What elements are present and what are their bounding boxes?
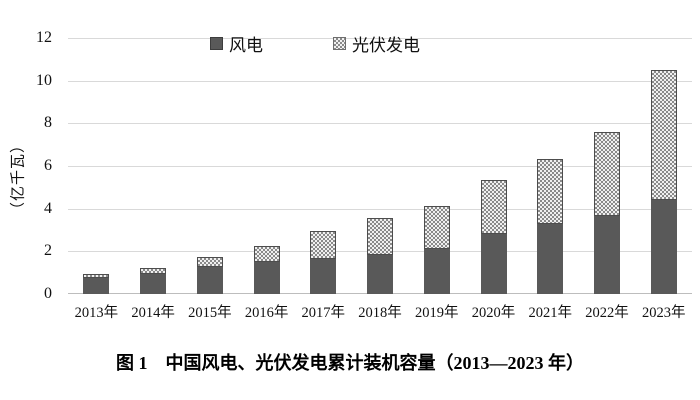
x-tick-label: 2019年 xyxy=(415,305,459,321)
wind-segment xyxy=(83,277,110,294)
wind-legend-swatch-icon xyxy=(210,37,223,50)
y-tick-label: 6 xyxy=(44,157,52,174)
legend-item-wind: 风电 xyxy=(210,31,263,56)
bar-2019年 xyxy=(423,205,450,294)
solar-segment xyxy=(310,231,337,259)
bar-slot xyxy=(522,38,579,294)
bar-2013年 xyxy=(83,273,110,294)
gridline xyxy=(68,208,692,210)
y-tick-label: 4 xyxy=(44,199,52,217)
solar-segment xyxy=(537,158,564,224)
bar-2020年 xyxy=(480,180,507,294)
x-tick-label: 2021年 xyxy=(528,305,572,321)
bar-2016年 xyxy=(253,245,280,294)
gridline xyxy=(68,166,692,167)
bar-slot xyxy=(352,38,409,294)
wind-segment xyxy=(253,262,280,294)
solar-segment xyxy=(480,180,507,235)
solar-segment xyxy=(650,70,677,200)
x-tick-label: 2014年 xyxy=(131,305,175,321)
x-tick-label: 2015年 xyxy=(188,305,232,321)
bar-2023年 xyxy=(650,70,677,294)
x-axis-labels: 2013年 2014年 2015年 2016年 2017年 2018年 2019年 2020年… xyxy=(68,301,692,322)
bar-slot xyxy=(181,38,238,294)
y-tick-label: 12 xyxy=(36,29,52,46)
bar-slot xyxy=(125,38,182,294)
solar-segment xyxy=(196,257,223,267)
y-tick-label: 2 xyxy=(44,242,52,260)
wind-segment xyxy=(196,266,223,294)
solar-segment xyxy=(83,273,110,278)
solar-segment xyxy=(367,217,394,255)
wind-segment xyxy=(537,224,564,294)
bars xyxy=(68,38,692,294)
bar-slot xyxy=(465,38,522,294)
plot-area xyxy=(68,38,692,294)
gridline xyxy=(68,80,692,82)
solar-segment xyxy=(253,245,280,263)
solar-segment xyxy=(423,205,450,250)
x-tick-label: 2022年 xyxy=(585,305,629,321)
bar-slot xyxy=(238,38,295,294)
x-tick-label: 2017年 xyxy=(301,305,346,321)
wind-segment xyxy=(593,216,620,294)
bar-2015年 xyxy=(196,257,223,294)
chart-legend: 风电 光伏发电 xyxy=(210,31,420,56)
wind-segment xyxy=(423,249,450,294)
wind-legend-label: 风电 xyxy=(229,36,263,55)
y-tick-label: 0 xyxy=(44,285,52,302)
bar-2014年 xyxy=(140,267,167,294)
wind-segment xyxy=(140,273,167,294)
x-tick-label: 2018年 xyxy=(358,305,402,321)
gridline xyxy=(68,123,692,125)
solar-segment xyxy=(593,132,620,217)
wind-segment xyxy=(650,199,677,294)
wind-segment xyxy=(367,254,394,294)
bar-2017年 xyxy=(310,231,337,294)
legend-item-solar: 光伏发电 xyxy=(333,31,420,56)
x-tick-label: 2023年 xyxy=(641,305,686,321)
solar-legend-swatch-icon xyxy=(333,37,346,50)
bar-slot xyxy=(295,38,352,294)
wind-segment xyxy=(310,259,337,294)
x-tick-label: 2013年 xyxy=(74,305,119,321)
x-tick-label: 2020年 xyxy=(471,305,516,321)
bar-2022年 xyxy=(593,132,620,294)
y-tick-label: 8 xyxy=(44,114,52,132)
y-tick-label: 10 xyxy=(36,71,52,89)
y-axis-ticks: 0 2 4 6 8 10 12 xyxy=(0,29,58,302)
wind-segment xyxy=(480,234,507,294)
bar-2021年 xyxy=(537,158,564,294)
x-tick-label: 2016年 xyxy=(244,305,289,321)
bar-slot xyxy=(579,38,636,294)
bar-slot xyxy=(635,38,692,294)
bar-slot xyxy=(408,38,465,294)
solar-legend-label: 光伏发电 xyxy=(352,36,420,55)
bar-2018年 xyxy=(367,217,394,294)
gridline xyxy=(68,38,692,39)
solar-segment xyxy=(140,267,167,274)
figure-caption: 图 1 中国风电、光伏发电累计装机容量（2013—2023 年） xyxy=(116,353,584,373)
bar-slot xyxy=(68,38,125,294)
